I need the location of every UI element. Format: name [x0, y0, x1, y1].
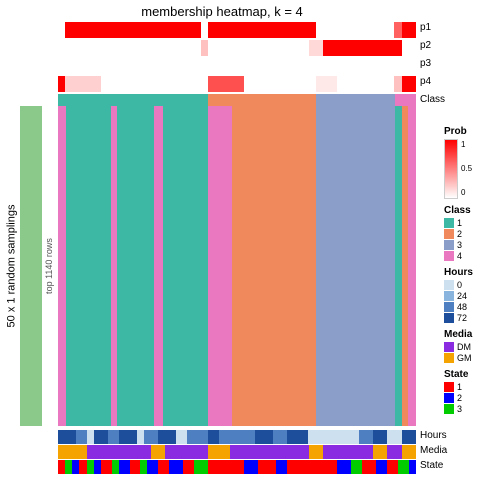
legend-swatch: [444, 229, 454, 239]
track-label: p1: [420, 22, 431, 33]
sampling-annotation: [20, 106, 42, 426]
legend-swatch: [444, 302, 454, 312]
bottom-track: Hours: [58, 430, 416, 444]
rows-label: top 1140 rows: [44, 106, 54, 426]
cluster-column: [316, 106, 395, 426]
legend-swatch: [444, 342, 454, 352]
legend-item: DM: [444, 342, 500, 352]
legend-item: 1: [444, 382, 500, 392]
legend-item: 0: [444, 280, 500, 290]
legend-swatch: [444, 313, 454, 323]
legend-item: 3: [444, 404, 500, 414]
legend: Prob10.50Class1234Hours0244872MediaDMGMS…: [444, 120, 500, 415]
heatmap-body: [58, 106, 416, 426]
legend-title: Prob: [444, 126, 500, 137]
legend-title: Hours: [444, 267, 500, 278]
bottom-annotation-tracks: HoursMediaState: [58, 430, 416, 475]
legend-swatch: [444, 291, 454, 301]
legend-swatch: [444, 404, 454, 414]
top-track: [58, 76, 416, 92]
chart-title: membership heatmap, k = 4: [0, 4, 444, 19]
legend-item: 24: [444, 291, 500, 301]
track-label: Media: [420, 445, 447, 456]
legend-item: 1: [444, 218, 500, 228]
legend-item: 2: [444, 393, 500, 403]
legend-item: 48: [444, 302, 500, 312]
cluster-column: [395, 106, 416, 426]
legend-title: State: [444, 369, 500, 380]
top-track: [58, 22, 416, 38]
bottom-track: Media: [58, 445, 416, 459]
y-axis-label: 50 x 1 random samplings: [4, 106, 18, 426]
track-label: Hours: [420, 430, 447, 441]
track-label: Class: [420, 94, 445, 105]
track-label: p3: [420, 58, 431, 69]
track-label: p4: [420, 76, 431, 87]
legend-item: 4: [444, 251, 500, 261]
bottom-track: State: [58, 460, 416, 474]
top-track: [58, 58, 416, 74]
legend-title: Class: [444, 205, 500, 216]
legend-item: 72: [444, 313, 500, 323]
track-label: p2: [420, 40, 431, 51]
legend-swatch: [444, 382, 454, 392]
top-track: [58, 40, 416, 56]
top-annotation-tracks: p1p2p3p4Class: [58, 22, 416, 112]
legend-item: 3: [444, 240, 500, 250]
legend-item: GM: [444, 353, 500, 363]
prob-colorbar: 10.50: [444, 139, 458, 199]
cluster-column: [208, 106, 315, 426]
legend-swatch: [444, 393, 454, 403]
legend-swatch: [444, 280, 454, 290]
legend-swatch: [444, 218, 454, 228]
legend-swatch: [444, 251, 454, 261]
legend-swatch: [444, 353, 454, 363]
legend-title: Media: [444, 329, 500, 340]
legend-item: 2: [444, 229, 500, 239]
legend-swatch: [444, 240, 454, 250]
track-label: State: [420, 460, 443, 471]
cluster-column: [58, 106, 208, 426]
